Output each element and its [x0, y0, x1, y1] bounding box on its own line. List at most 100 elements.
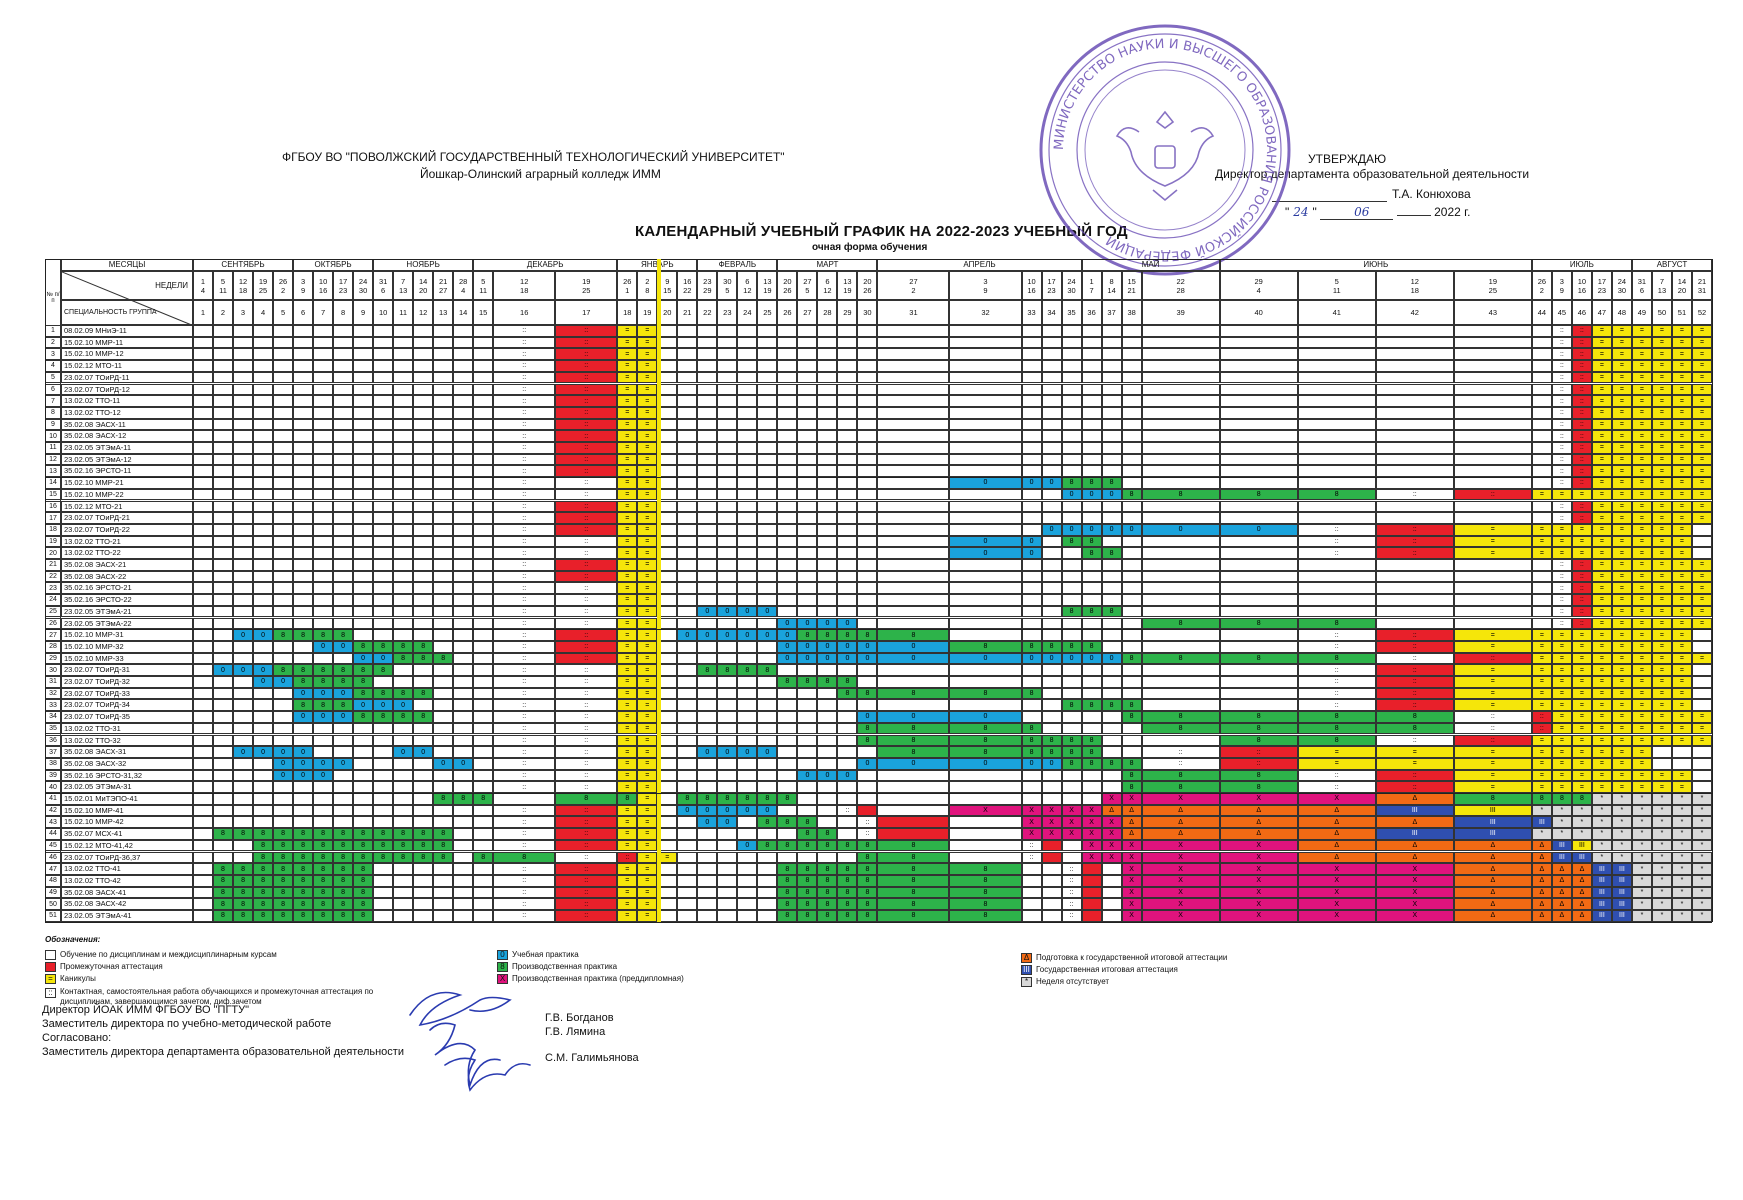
schedule-cell [717, 500, 738, 513]
schedule-cell [273, 617, 294, 630]
schedule-cell [413, 465, 434, 478]
schedule-cell [837, 816, 858, 829]
group-name: 08.02.09 МНиЭ-11 [61, 325, 193, 337]
schedule-cell: * [1591, 851, 1612, 864]
schedule-cell [273, 793, 294, 805]
schedule-cell: 8 [233, 886, 254, 899]
schedule-cell [757, 547, 778, 559]
schedule-cell: 8 [949, 722, 1022, 735]
schedule-cell [413, 500, 434, 513]
schedule-cell: :: [857, 816, 878, 829]
schedule-cell: = [617, 465, 638, 478]
week-number-header: 28 [817, 300, 838, 325]
schedule-cell [1021, 360, 1042, 372]
schedule-cell [373, 582, 394, 595]
schedule-cell: X [1375, 863, 1454, 875]
group-name: 35.02.16 ЭРСТО-21 [61, 582, 193, 595]
schedule-cell: 0 [273, 676, 294, 688]
schedule-cell [353, 453, 374, 466]
schedule-cell [353, 336, 374, 349]
schedule-cell [817, 488, 838, 501]
schedule-cell [313, 559, 334, 571]
week-number-header: 2 [213, 300, 233, 325]
schedule-cell: = [1571, 488, 1592, 501]
schedule-cell: = [1591, 430, 1612, 442]
schedule-cell: 0 [233, 629, 254, 641]
schedule-cell [433, 863, 454, 875]
schedule-cell [1671, 757, 1692, 770]
schedule-cell: :: [555, 804, 618, 817]
schedule-cell: :: [555, 652, 618, 665]
schedule-cell: X [1141, 898, 1220, 910]
schedule-cell [273, 699, 294, 712]
schedule-cell: 8 [293, 676, 314, 688]
schedule-cell: X [1219, 839, 1298, 852]
schedule-cell: :: [555, 465, 618, 478]
schedule-cell: 8 [353, 711, 374, 723]
schedule-cell: = [1651, 395, 1672, 407]
schedule-cell: = [1651, 547, 1672, 559]
schedule-cell: = [1671, 664, 1692, 676]
schedule-cell: Δ [1297, 828, 1376, 840]
schedule-cell [777, 722, 798, 735]
schedule-cell [1041, 910, 1062, 922]
schedule-cell [797, 325, 818, 337]
schedule-cell [677, 839, 698, 852]
schedule-cell: = [617, 547, 638, 559]
schedule-cell: 0 [333, 757, 354, 770]
schedule-cell [433, 523, 454, 536]
schedule-cell: :: [555, 395, 618, 407]
schedule-cell: 0 [757, 746, 778, 758]
schedule-cell [413, 664, 434, 676]
week-number-header: 31 [877, 300, 950, 325]
schedule-cell [293, 804, 314, 817]
row-number: 49 [45, 886, 61, 899]
schedule-cell: = [1591, 582, 1612, 595]
schedule-cell [1141, 371, 1220, 384]
schedule-cell [877, 395, 950, 407]
schedule-cell: * [1591, 828, 1612, 840]
schedule-cell: X [1041, 816, 1062, 829]
schedule-cell [1021, 874, 1042, 887]
schedule-cell: * [1691, 898, 1712, 910]
schedule-cell [233, 535, 254, 548]
schedule-cell: 8 [857, 722, 878, 735]
schedule-cell [737, 477, 758, 489]
schedule-cell: :: [493, 453, 556, 466]
schedule-cell: = [637, 336, 658, 349]
schedule-cell [1021, 559, 1042, 571]
row-number: 9 [45, 418, 61, 431]
schedule-cell: = [1611, 594, 1632, 606]
schedule-cell [353, 722, 374, 735]
schedule-cell [797, 348, 818, 361]
schedule-cell: = [1611, 652, 1632, 665]
schedule-cell: = [617, 325, 638, 337]
schedule-cell: * [1651, 828, 1672, 840]
schedule-cell [757, 863, 778, 875]
schedule-cell: Δ [1375, 839, 1454, 852]
schedule-cell [453, 523, 474, 536]
schedule-cell: = [1691, 594, 1712, 606]
schedule-cell [273, 453, 294, 466]
week-end-date: 18 [1410, 285, 1419, 295]
schedule-cell [1021, 442, 1042, 454]
schedule-cell [313, 617, 334, 630]
schedule-cell [1141, 395, 1220, 407]
schedule-cell [373, 465, 394, 478]
schedule-cell [1081, 453, 1102, 466]
month-header: МАЙ [1081, 259, 1220, 271]
approve-date-quote-open: " [1285, 205, 1290, 219]
schedule-cell: 8 [313, 676, 334, 688]
schedule-cell: Δ [1297, 816, 1376, 829]
schedule-cell: = [1631, 360, 1652, 372]
schedule-cell [837, 500, 858, 513]
week-dates-header: 12 18 [233, 271, 254, 300]
schedule-cell [817, 336, 838, 349]
schedule-cell: :: [493, 734, 556, 747]
schedule-cell: = [1453, 757, 1532, 770]
schedule-cell: :: [1297, 547, 1376, 559]
schedule-cell [253, 348, 274, 361]
schedule-cell: = [1651, 336, 1672, 349]
week-end-date: 2 [911, 285, 916, 295]
